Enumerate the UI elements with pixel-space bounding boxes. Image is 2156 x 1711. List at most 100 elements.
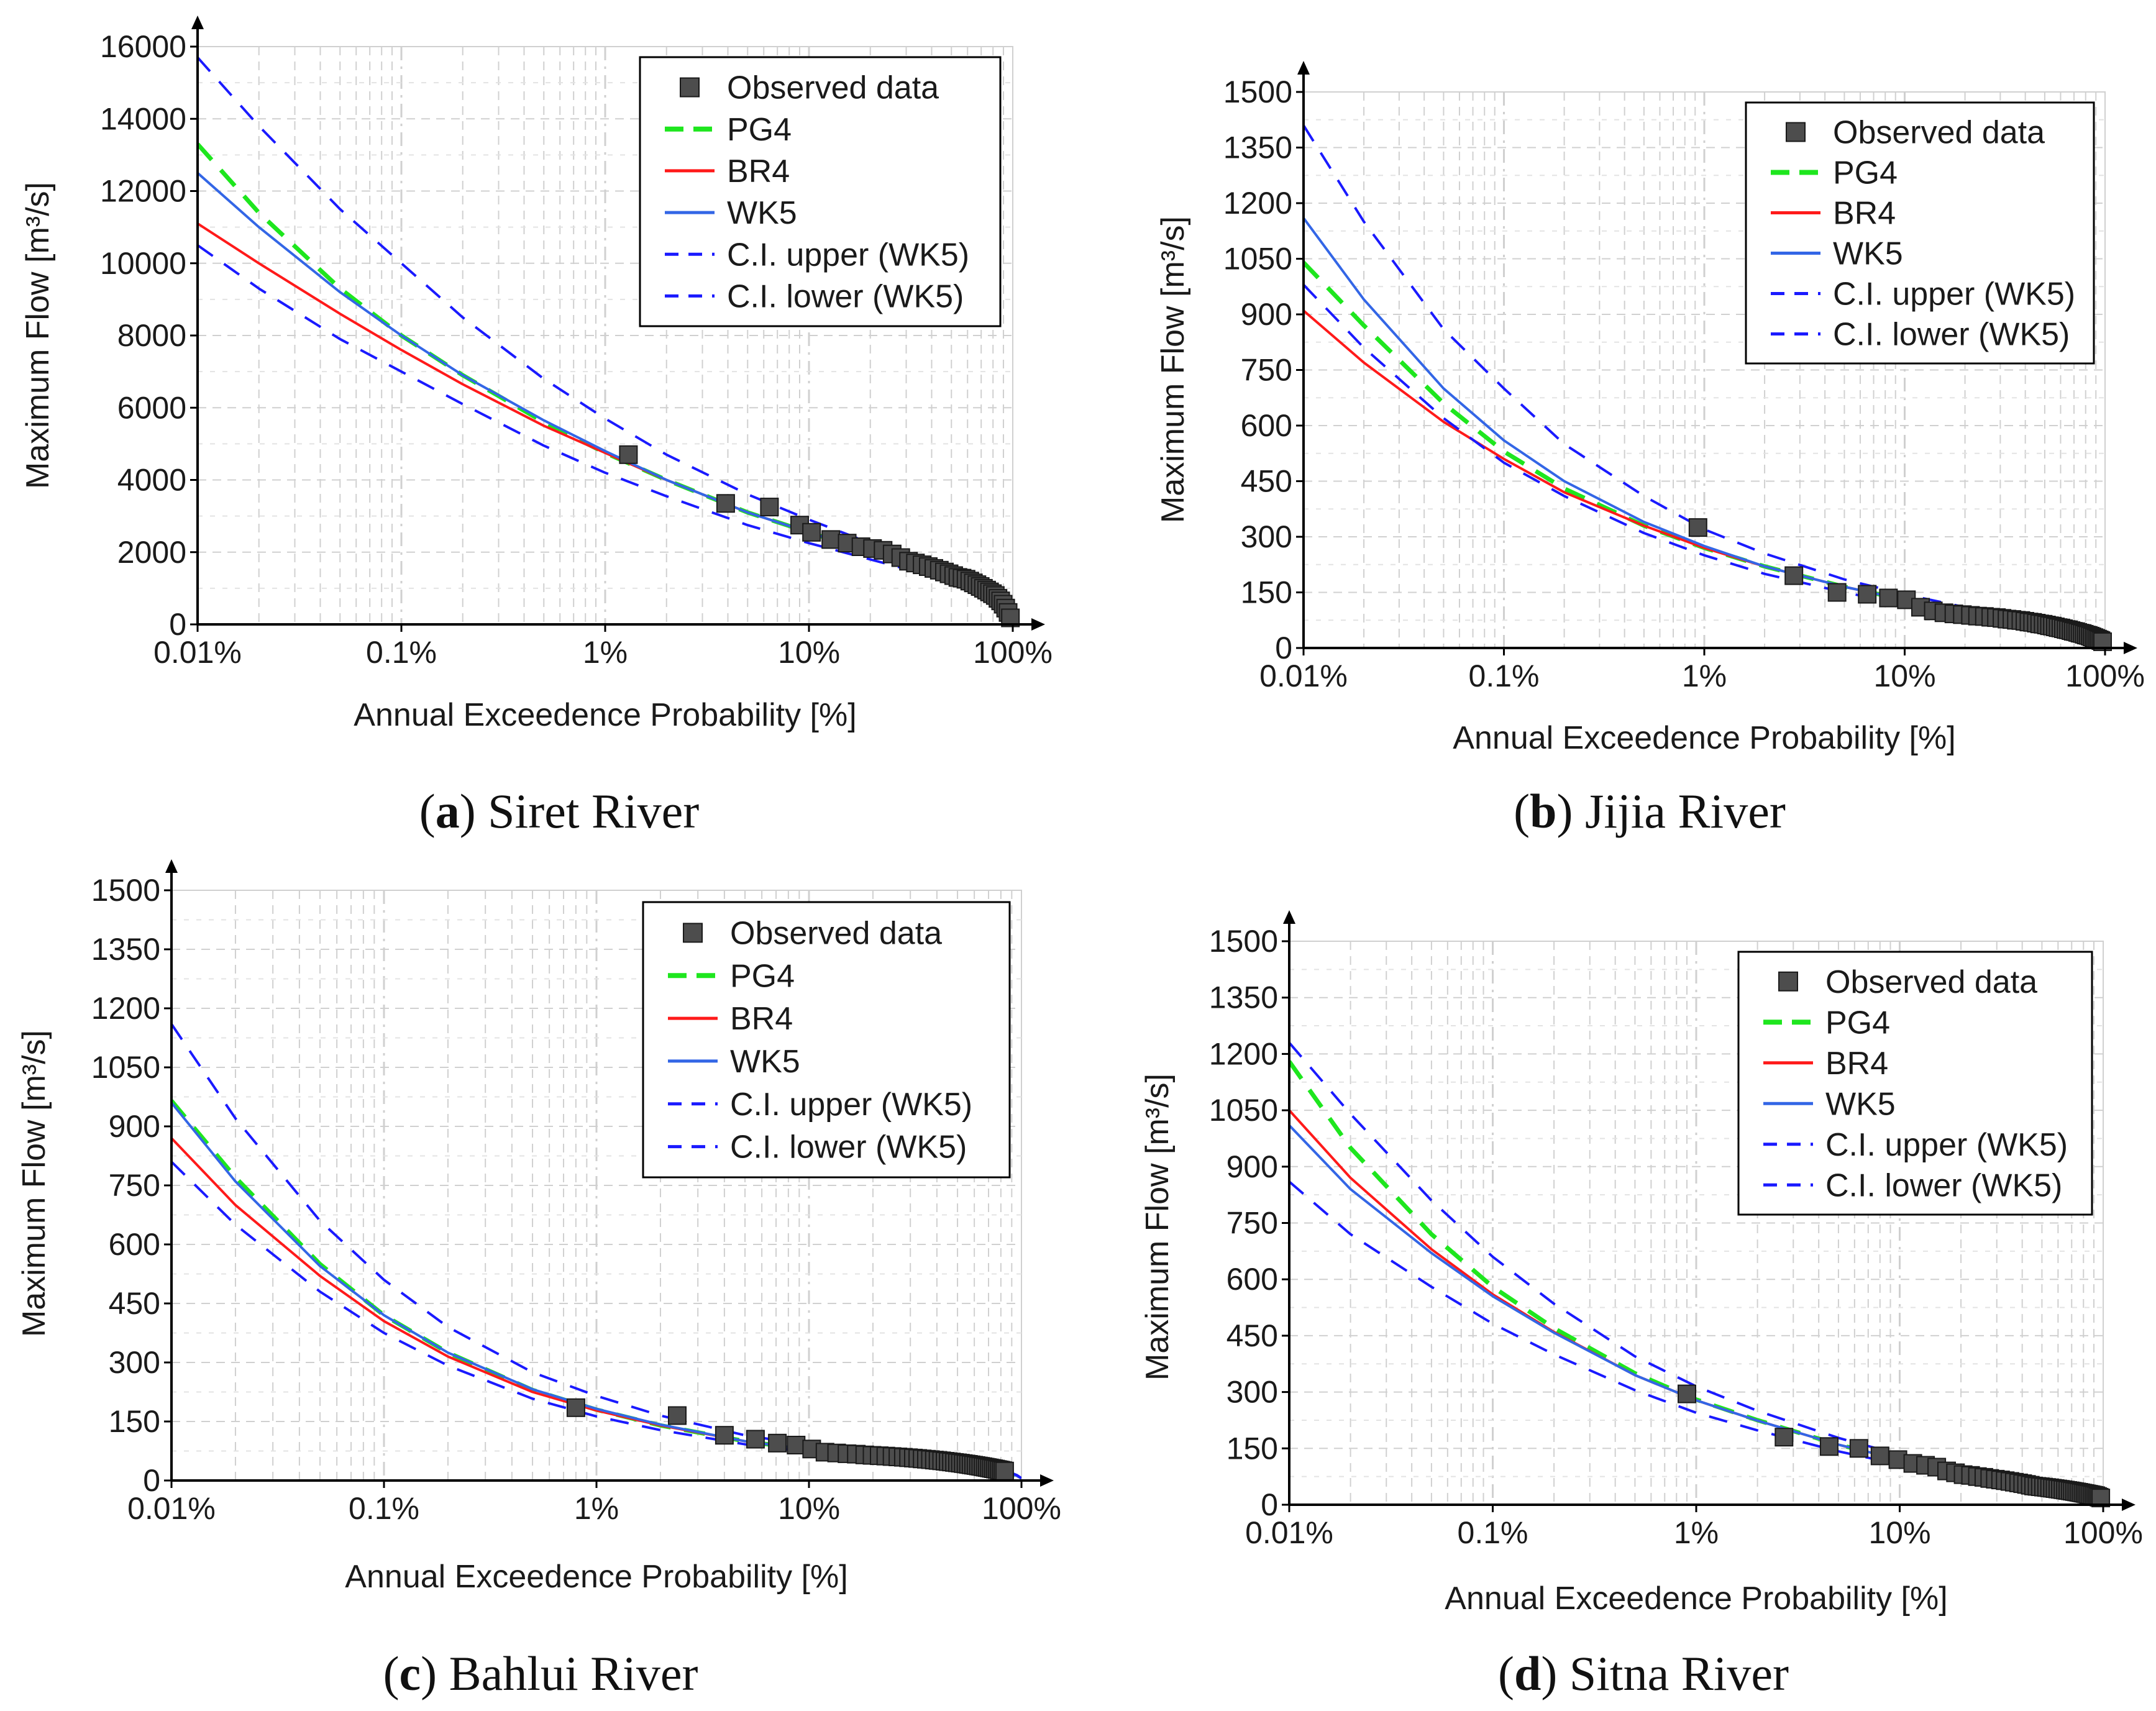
y-tick-label: 1050 <box>1209 1093 1278 1128</box>
legend: Observed data PG4 BR4 WK5 C.I. upper (WK5) C.… <box>639 56 1002 327</box>
observed-point <box>995 1461 1014 1481</box>
axes: 0 2000 4000 6000 8000 10000 12000 14000 16000 0.0… <box>100 16 1053 670</box>
legend-box <box>639 56 1002 327</box>
legend-label-wk5: WK5 <box>727 195 797 231</box>
observed-point <box>760 498 779 517</box>
x-tick-label: 0.01% <box>127 1491 216 1526</box>
legend-label-br4: BR4 <box>730 1001 793 1037</box>
panel-d-sitna: 0 150 300 450 600 750 900 1050 1200 1350 1500 0.01%… <box>1140 910 2143 1617</box>
legend-label-br4: BR4 <box>1833 196 1896 232</box>
y-axis-label: Maximum Flow [m³/s] <box>1140 1074 1176 1380</box>
y-tick-label: 150 <box>1226 1431 1278 1466</box>
y-tick-label: 300 <box>109 1345 160 1380</box>
y-tick-label: 450 <box>1226 1318 1278 1353</box>
x-axis-label: Annual Exceedence Probability [%] <box>1453 720 1955 756</box>
y-tick-label: 750 <box>109 1168 160 1203</box>
panel-a-siret: 0 2000 4000 6000 8000 10000 12000 14000 16000 0.0… <box>20 16 1053 733</box>
observed-point <box>1819 1437 1839 1456</box>
y-tick-label: 600 <box>109 1227 160 1262</box>
x-tick-label: 1% <box>1674 1515 1719 1550</box>
legend-label-observed-data: Observed data <box>727 70 939 106</box>
legend-box <box>642 901 1011 1179</box>
observed-point <box>802 522 821 542</box>
observed-point <box>715 1426 734 1445</box>
y-tick-label: 1350 <box>91 932 160 967</box>
y-tick-label: 1050 <box>91 1050 160 1085</box>
x-tick-label: 1% <box>574 1491 619 1526</box>
observed-points <box>619 445 1020 627</box>
observed-point <box>746 1430 765 1449</box>
x-axis-arrow <box>2124 642 2137 654</box>
y-tick-label: 300 <box>1226 1375 1278 1410</box>
y-tick-label: 150 <box>1241 575 1292 610</box>
x-axis-label: Annual Exceedence Probability [%] <box>1445 1581 1947 1617</box>
legend-label-observed-data: Observed data <box>730 915 942 951</box>
observed-point <box>1784 566 1804 585</box>
x-tick-label: 1% <box>1682 659 1727 693</box>
y-tick-label: 12000 <box>100 174 186 209</box>
observed-point <box>1688 518 1707 537</box>
observed-point <box>716 494 735 513</box>
legend-label-wk5: WK5 <box>1825 1086 1896 1122</box>
x-tick-label: 100% <box>2065 659 2145 693</box>
caption-a: (a) Siret River <box>419 784 700 838</box>
x-tick-label: 0.01% <box>1259 659 1348 693</box>
x-tick-label: 10% <box>778 1491 840 1526</box>
legend-box <box>1745 101 2095 365</box>
observed-point <box>1678 1384 1696 1403</box>
y-axis-arrow <box>1297 61 1310 75</box>
axes: 0 150 300 450 600 750 900 1050 1200 1350 1500 0.01%… <box>1209 910 2143 1550</box>
legend-swatch-observed <box>1786 122 1806 142</box>
x-tick-label: 0.1% <box>366 635 437 670</box>
axes: 0 150 300 450 600 750 900 1050 1200 1350 1500 0.01%… <box>1223 61 2145 693</box>
x-tick-label: 0.1% <box>1469 659 1540 693</box>
y-tick-label: 0 <box>143 1463 160 1498</box>
y-axis-label: Maximum Flow [m³/s] <box>1155 216 1191 523</box>
y-tick-label: 300 <box>1241 519 1292 554</box>
y-axis-label: Maximum Flow [m³/s] <box>16 1030 52 1337</box>
y-tick-label: 1050 <box>1223 242 1292 276</box>
y-tick-label: 900 <box>109 1109 160 1144</box>
x-tick-label: 0.01% <box>1245 1515 1333 1550</box>
legend-swatch-observed <box>680 77 700 98</box>
legend-label-br4: BR4 <box>1825 1046 1888 1082</box>
y-tick-label: 0 <box>1275 631 1292 665</box>
y-tick-label: 150 <box>109 1404 160 1439</box>
series-line-c-i-upper-wk5 <box>1304 124 2105 645</box>
panel-b-jijia: 0 150 300 450 600 750 900 1050 1200 1350 1500 0.01%… <box>1155 61 2145 756</box>
legend-label-c-i-lower-wk5: C.I. lower (WK5) <box>1833 317 2070 353</box>
y-tick-label: 10000 <box>100 246 186 281</box>
y-tick-label: 0 <box>169 607 186 642</box>
legend-label-observed-data: Observed data <box>1833 115 2045 151</box>
y-tick-label: 600 <box>1226 1262 1278 1297</box>
y-tick-label: 1500 <box>1209 924 1278 959</box>
y-tick-label: 450 <box>109 1286 160 1321</box>
y-tick-label: 1200 <box>1209 1036 1278 1071</box>
x-axis-arrow <box>2122 1499 2135 1511</box>
observed-point <box>1827 583 1847 602</box>
caption-b: (b) Jijia River <box>1514 784 1786 838</box>
legend-label-pg4: PG4 <box>1833 155 1898 191</box>
y-axis-label: Maximum Flow [m³/s] <box>20 182 56 489</box>
y-tick-label: 1500 <box>1223 75 1292 109</box>
x-tick-label: 100% <box>982 1491 1061 1526</box>
x-axis-arrow <box>1040 1474 1054 1487</box>
y-axis-arrow <box>165 859 178 873</box>
x-tick-label: 0.01% <box>153 635 242 670</box>
y-tick-label: 6000 <box>117 390 186 425</box>
legend-label-pg4: PG4 <box>1825 1005 1890 1041</box>
y-tick-label: 600 <box>1241 408 1292 443</box>
observed-point <box>821 530 841 549</box>
x-tick-label: 10% <box>778 635 840 670</box>
x-tick-label: 0.1% <box>349 1491 419 1526</box>
x-axis-label: Annual Exceedence Probability [%] <box>345 1559 847 1595</box>
legend-label-br4: BR4 <box>727 153 790 189</box>
y-tick-label: 2000 <box>117 535 186 570</box>
legend-swatch-observed <box>1778 971 1798 992</box>
y-tick-label: 750 <box>1241 353 1292 388</box>
caption-d: (d) Sitna River <box>1498 1646 1789 1700</box>
legend-swatch-observed <box>683 923 703 943</box>
x-tick-label: 10% <box>1868 1515 1930 1550</box>
series-line-c-i-upper-wk5 <box>198 57 1013 621</box>
y-tick-label: 450 <box>1241 464 1292 499</box>
